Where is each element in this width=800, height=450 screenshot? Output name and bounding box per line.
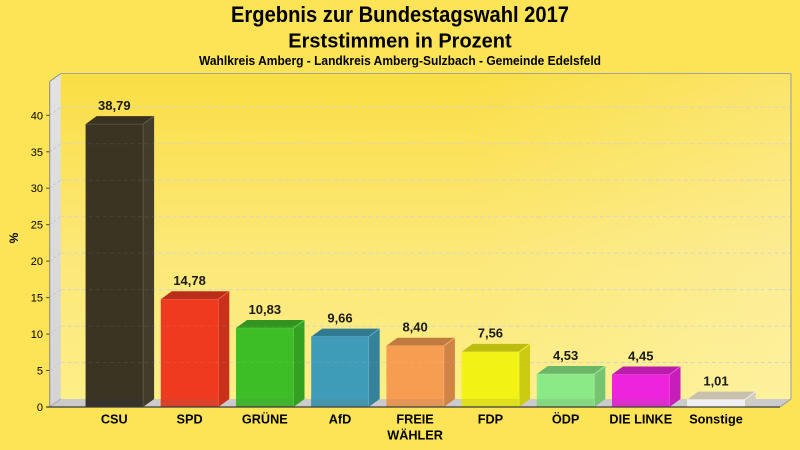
svg-text:DIE LINKE: DIE LINKE <box>609 413 672 427</box>
svg-text:15: 15 <box>31 293 43 305</box>
svg-text:ÖDP: ÖDP <box>552 412 580 427</box>
svg-text:0: 0 <box>37 402 43 414</box>
svg-text:8,40: 8,40 <box>402 320 427 335</box>
svg-text:10,83: 10,83 <box>249 302 282 317</box>
svg-text:%: % <box>7 232 21 243</box>
svg-text:CSU: CSU <box>101 413 128 427</box>
svg-text:Sonstige: Sonstige <box>689 413 743 427</box>
svg-text:5: 5 <box>37 366 43 378</box>
svg-text:FDP: FDP <box>478 413 504 427</box>
svg-text:30: 30 <box>31 183 43 195</box>
svg-text:4,45: 4,45 <box>628 348 653 363</box>
svg-text:WÄHLER: WÄHLER <box>387 427 443 442</box>
svg-text:AfD: AfD <box>329 413 352 427</box>
svg-text:35: 35 <box>31 147 43 159</box>
svg-text:1,01: 1,01 <box>703 373 728 388</box>
svg-text:SPD: SPD <box>177 413 203 427</box>
svg-text:14,78: 14,78 <box>173 273 206 288</box>
svg-text:40: 40 <box>31 110 43 122</box>
svg-text:FREIE: FREIE <box>396 413 433 427</box>
svg-text:38,79: 38,79 <box>98 98 131 113</box>
svg-text:Wahlkreis Amberg - Landkreis A: Wahlkreis Amberg - Landkreis Amberg-Sulz… <box>199 53 601 68</box>
svg-text:4,53: 4,53 <box>553 348 578 363</box>
svg-text:20: 20 <box>31 256 43 268</box>
svg-text:7,56: 7,56 <box>478 326 503 341</box>
svg-text:Ergebnis zur Bundestagswahl 20: Ergebnis zur Bundestagswahl 2017 <box>231 2 569 27</box>
svg-text:10: 10 <box>31 329 43 341</box>
svg-text:25: 25 <box>31 220 43 232</box>
svg-text:9,66: 9,66 <box>327 310 352 325</box>
svg-text:Erststimmen in Prozent: Erststimmen in Prozent <box>288 31 512 53</box>
svg-text:GRÜNE: GRÜNE <box>242 412 288 427</box>
